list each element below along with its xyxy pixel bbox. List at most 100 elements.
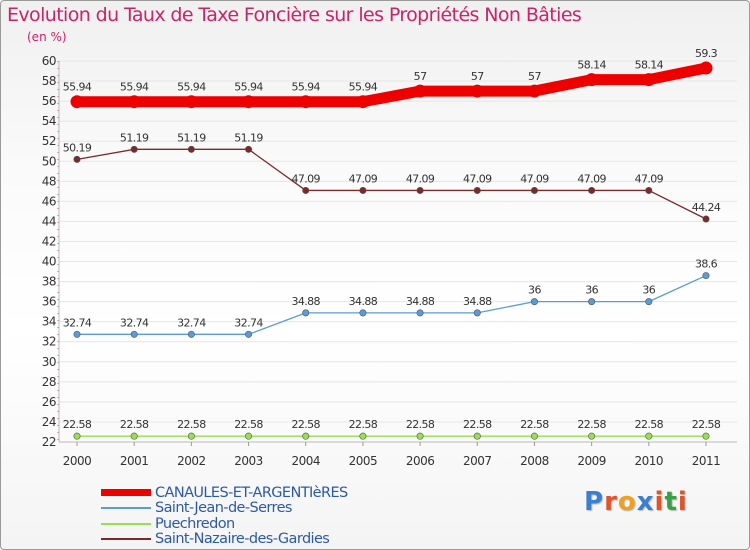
x-tick-label: 2005 — [349, 454, 378, 468]
y-tick-label: 46 — [42, 194, 56, 208]
data-label: 34.88 — [406, 295, 435, 308]
data-label: 47.09 — [520, 172, 549, 185]
data-point — [413, 84, 427, 98]
data-label: 22.58 — [463, 418, 492, 431]
legend-label: Saint-Jean-de-Serres — [155, 500, 292, 517]
data-point — [187, 330, 195, 338]
y-tick-label: 30 — [42, 355, 56, 369]
data-label: 32.74 — [234, 316, 263, 329]
legend-swatch — [101, 522, 151, 525]
y-tick-label: 34 — [42, 315, 56, 329]
data-point — [702, 215, 710, 223]
x-tick-label: 2000 — [63, 454, 92, 468]
y-tick-label: 48 — [42, 174, 56, 188]
x-tick-label: 2002 — [177, 454, 206, 468]
data-point — [130, 145, 138, 153]
data-label: 55.94 — [291, 81, 320, 94]
legend-label: Saint-Nazaire-des-Gardies — [155, 531, 330, 548]
data-point — [642, 73, 656, 87]
data-point — [588, 432, 596, 440]
data-label: 32.74 — [120, 316, 149, 329]
data-label: 55.94 — [234, 81, 263, 94]
y-tick-label: 32 — [42, 335, 56, 349]
data-point — [187, 432, 195, 440]
data-point — [645, 186, 653, 194]
chart-legend: CANAULES-ET-ARGENTIèRES Saint-Jean-de-Ser… — [101, 485, 348, 547]
y-tick-label: 38 — [42, 275, 56, 289]
data-point — [702, 272, 710, 280]
data-point — [645, 298, 653, 306]
data-label: 34.88 — [291, 295, 320, 308]
data-label: 22.58 — [692, 418, 721, 431]
data-point — [416, 309, 424, 317]
data-label: 57 — [414, 70, 427, 83]
x-tick-label: 2009 — [577, 454, 606, 468]
y-tick-label: 28 — [42, 375, 56, 389]
data-label: 47.09 — [635, 172, 664, 185]
data-label: 47.09 — [291, 172, 320, 185]
data-label: 22.58 — [635, 418, 664, 431]
data-label: 47.09 — [577, 172, 606, 185]
x-tick-label: 2010 — [635, 454, 664, 468]
y-tick-label: 54 — [42, 114, 56, 128]
data-label: 44.24 — [692, 201, 721, 214]
data-point — [299, 95, 313, 109]
legend-item: Puechredon — [101, 516, 348, 532]
legend-swatch — [101, 538, 151, 541]
legend-swatch — [101, 489, 151, 497]
data-point — [73, 155, 81, 163]
data-label: 55.94 — [349, 81, 378, 94]
data-point — [585, 73, 599, 87]
series-line — [76, 148, 707, 220]
data-label: 47.09 — [349, 172, 378, 185]
series-line — [76, 274, 707, 335]
data-point — [527, 84, 541, 98]
x-tick-label: 2006 — [406, 454, 435, 468]
chart-title: Evolution du Taux de Taxe Foncière sur l… — [7, 4, 582, 26]
y-tick-label: 50 — [42, 154, 56, 168]
data-label: 22.58 — [177, 418, 206, 431]
y-tick-label: 52 — [42, 134, 56, 148]
data-label: 51.19 — [234, 131, 263, 144]
data-point — [530, 432, 538, 440]
y-tick-label: 36 — [42, 295, 56, 309]
data-point — [473, 309, 481, 317]
data-point — [470, 84, 484, 98]
data-label: 36 — [642, 284, 655, 297]
legend-label: CANAULES-ET-ARGENTIèRES — [155, 484, 348, 501]
y-tick-label: 60 — [42, 54, 56, 68]
data-label: 22.58 — [406, 418, 435, 431]
data-label: 36 — [528, 284, 541, 297]
data-point — [645, 432, 653, 440]
data-label: 51.19 — [120, 131, 149, 144]
data-point — [245, 145, 253, 153]
data-label: 59.3 — [695, 47, 718, 60]
x-tick-label: 2007 — [463, 454, 492, 468]
data-point — [699, 61, 713, 75]
data-label: 38.6 — [695, 258, 718, 271]
x-tick-label: 2008 — [520, 454, 549, 468]
data-label: 34.88 — [463, 295, 492, 308]
data-point — [187, 145, 195, 153]
data-point — [127, 95, 141, 109]
data-point — [130, 432, 138, 440]
y-tick-label: 56 — [42, 94, 56, 108]
legend-label: Puechredon — [155, 515, 235, 532]
data-point — [302, 186, 310, 194]
data-label: 47.09 — [406, 172, 435, 185]
data-point — [302, 432, 310, 440]
x-tick-label: 2003 — [234, 454, 263, 468]
y-tick-label: 24 — [42, 415, 56, 429]
data-label: 55.94 — [120, 81, 149, 94]
data-label: 51.19 — [177, 131, 206, 144]
data-label: 22.58 — [63, 418, 92, 431]
data-label: 22.58 — [120, 418, 149, 431]
y-tick-label: 44 — [42, 214, 56, 228]
data-point — [588, 186, 596, 194]
data-point — [702, 432, 710, 440]
data-label: 32.74 — [63, 316, 92, 329]
data-label: 22.58 — [349, 418, 378, 431]
data-point — [359, 186, 367, 194]
data-label: 58.14 — [577, 59, 606, 72]
